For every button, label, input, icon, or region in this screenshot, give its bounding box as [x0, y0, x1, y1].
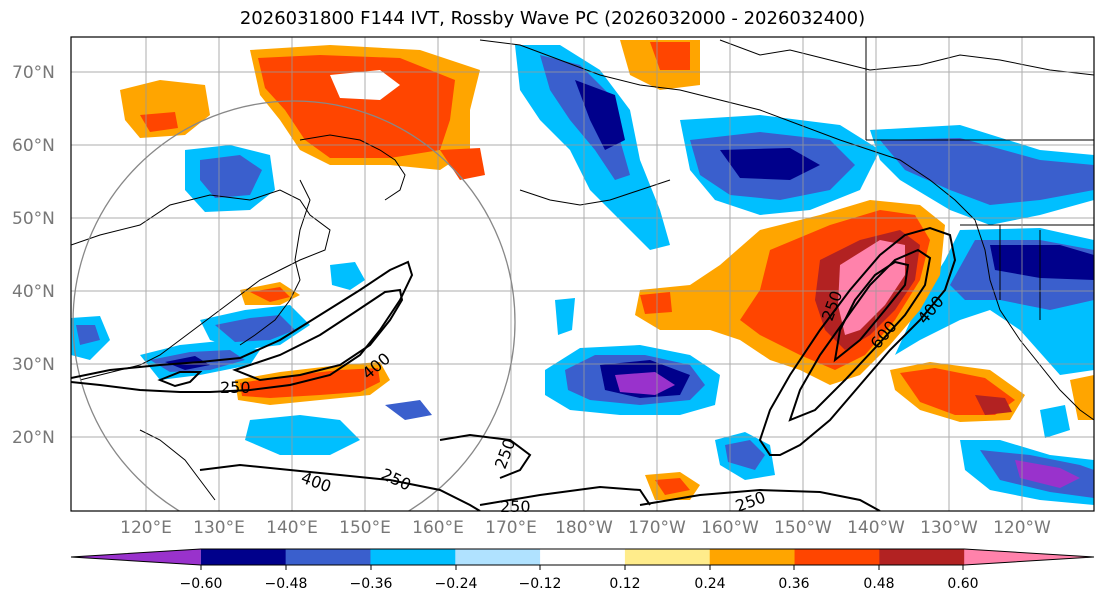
latitude-labels: 70°N 60°N 50°N 40°N 30°N 20°N	[12, 63, 55, 448]
lon-label: 160°E	[412, 518, 464, 538]
ivt-anomaly-shading	[71, 40, 1094, 505]
lon-label: 160°W	[701, 518, 759, 538]
lat-label: 40°N	[12, 282, 55, 302]
lon-label: 150°W	[774, 518, 832, 538]
colorbar: −0.60 −0.48 −0.36 −0.24 −0.12 0.12 0.24 …	[70, 548, 1095, 592]
lon-label: 180°W	[555, 518, 613, 538]
colorbar-extend-low	[71, 549, 201, 565]
colorbar-tick-label: −0.36	[350, 576, 393, 592]
colorbar-tick-label: 0.60	[947, 576, 978, 592]
lon-label: 140°E	[266, 518, 318, 538]
colorbar-tick-label: 0.12	[609, 576, 640, 592]
lon-label: 120°E	[120, 518, 172, 538]
colorbar-segments	[70, 548, 1095, 566]
lon-label: 150°E	[339, 518, 391, 538]
lon-label: 170°W	[628, 518, 686, 538]
lon-label: 140°W	[847, 518, 905, 538]
lon-label: 170°E	[485, 518, 537, 538]
colorbar-tick-labels: −0.60 −0.48 −0.36 −0.24 −0.12 0.12 0.24 …	[180, 576, 979, 592]
colorbar-segment	[624, 549, 711, 565]
lon-label: 120°W	[993, 518, 1051, 538]
lat-label: 60°N	[12, 136, 55, 156]
colorbar-tick-label: −0.24	[435, 576, 478, 592]
colorbar-segment	[285, 549, 371, 565]
graticule	[71, 37, 1094, 511]
figure-title: 2026031800 F144 IVT, Rossby Wave PC (202…	[239, 8, 866, 29]
coastlines	[71, 37, 1094, 501]
colorbar-segment	[455, 549, 541, 565]
map-frame	[70, 36, 1095, 512]
contour-label: 250	[500, 497, 531, 516]
lat-label: 50°N	[12, 209, 55, 229]
colorbar-tick-label: 0.48	[863, 576, 894, 592]
ivt-contours	[71, 226, 957, 511]
colorbar-segment	[794, 549, 880, 565]
colorbar-segment	[200, 549, 287, 565]
colorbar-segment	[370, 549, 456, 565]
colorbar-tick-label: −0.48	[265, 576, 308, 592]
colorbar-segment	[709, 549, 796, 565]
colorbar-segment	[540, 549, 626, 565]
lat-label: 70°N	[12, 63, 55, 83]
colorbar-tick-label: −0.60	[180, 576, 223, 592]
colorbar-tick-label: −0.12	[519, 576, 562, 592]
lon-label: 130°W	[920, 518, 978, 538]
lat-label: 30°N	[12, 355, 55, 375]
colorbar-tick-label: 0.24	[694, 576, 725, 592]
longitude-labels: 120°E 130°E 140°E 150°E 160°E 170°E 180°…	[120, 518, 1051, 538]
lon-label: 130°E	[193, 518, 245, 538]
region-circle	[72, 100, 516, 511]
colorbar-segment	[879, 549, 965, 565]
colorbar-ticks	[200, 565, 964, 570]
lat-label: 20°N	[12, 428, 55, 448]
colorbar-tick-label: 0.36	[778, 576, 809, 592]
contour-label: 250	[220, 378, 251, 397]
colorbar-extend-high	[964, 549, 1094, 565]
